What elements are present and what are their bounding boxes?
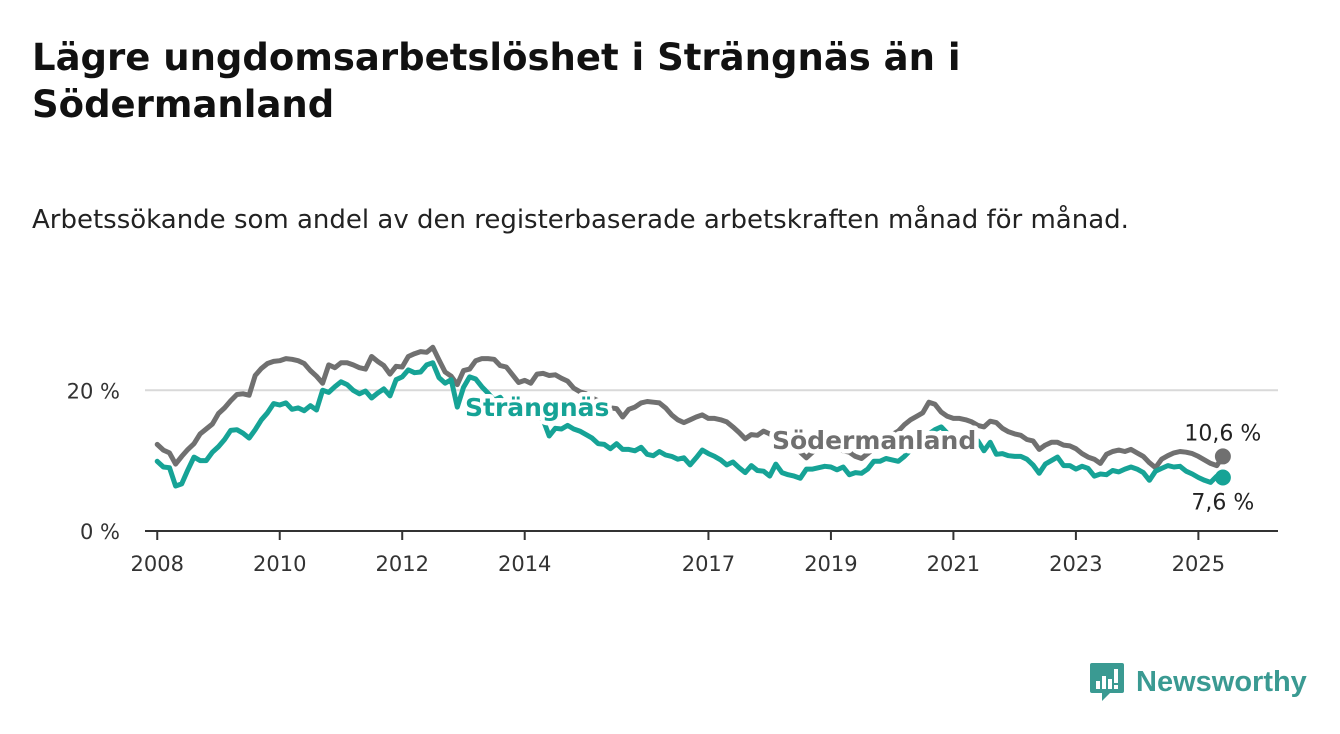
x-tick-label: 2012 xyxy=(375,552,428,576)
sodermanland-series-label: Södermanland xyxy=(772,426,976,455)
sodermanland-line xyxy=(154,344,1226,471)
x-tick-label: 2014 xyxy=(498,552,551,576)
brand-name: Newsworthy xyxy=(1136,665,1307,698)
chart-title: Lägre ungdomsarbetslöshet i Strängnäs än… xyxy=(32,36,961,126)
y-tick-label: 0 % xyxy=(80,520,120,544)
strangnas-end-value: 7,6 % xyxy=(1191,491,1254,516)
annotations: Strängnäs Södermanland 10,6 % 7,6 % xyxy=(461,389,1266,521)
x-tick-label: 2019 xyxy=(804,552,857,576)
strangnas-series-label: Strängnäs xyxy=(465,393,609,422)
x-tick-label: 2025 xyxy=(1172,552,1225,576)
chart-subtitle: Arbetssökande som andel av den registerb… xyxy=(32,205,1129,235)
strangnas-line xyxy=(154,360,1226,489)
x-tick-label: 2010 xyxy=(253,552,306,576)
axes: 0 % 20 % 2008 2010 2012 2014 2017 2019 2021 2023 2… xyxy=(67,379,1278,576)
strangnas-end-point xyxy=(1214,469,1231,486)
x-tick-label: 2023 xyxy=(1049,552,1102,576)
sodermanland-end-point xyxy=(1214,448,1231,465)
newsworthy-logo-icon xyxy=(1090,663,1124,701)
series-lines xyxy=(154,344,1231,489)
x-tick-label: 2021 xyxy=(927,552,980,576)
y-tick-label: 20 % xyxy=(67,379,120,403)
sodermanland-end-value: 10,6 % xyxy=(1184,421,1261,446)
newsworthy-brand: Newsworthy xyxy=(1088,660,1307,704)
x-tick-label: 2017 xyxy=(682,552,735,576)
x-tick-label: 2008 xyxy=(131,552,184,576)
